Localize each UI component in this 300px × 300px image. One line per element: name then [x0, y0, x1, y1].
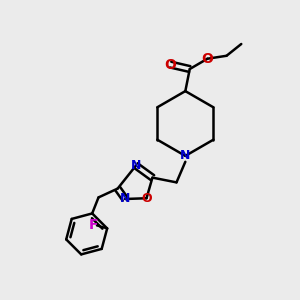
Text: N: N [120, 193, 130, 206]
Text: O: O [165, 58, 176, 72]
Text: O: O [202, 52, 213, 66]
Text: F: F [89, 218, 99, 233]
Text: N: N [131, 159, 141, 172]
Text: O: O [141, 192, 152, 205]
Text: N: N [180, 149, 190, 162]
